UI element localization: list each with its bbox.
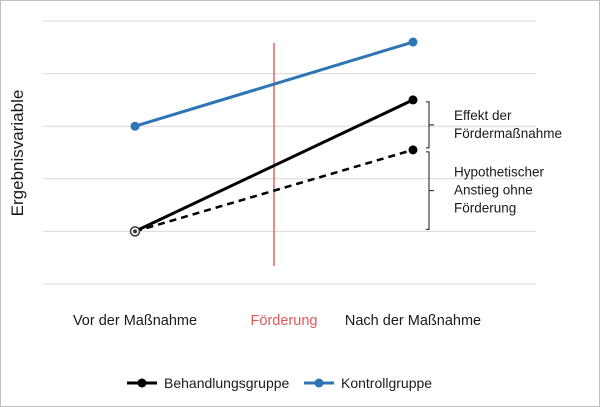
- start-point-dot: [133, 229, 137, 234]
- x-axis-labels: Vor der Maßnahme Nach der Maßnahme Förderu…: [73, 313, 481, 329]
- data-point: [408, 95, 418, 105]
- y-axis-label: Ergebnisvariable: [8, 90, 27, 217]
- annotation-bracket: [426, 101, 434, 149]
- legend-label: Behandlungsgruppe: [164, 375, 290, 391]
- data-point: [408, 37, 418, 47]
- data-point: [408, 145, 418, 155]
- series-line-1: [134, 40, 414, 128]
- series-line-2: [134, 148, 414, 233]
- x-tick-label: Vor der Maßnahme: [73, 313, 197, 329]
- annotation-text: Hypothetischer: [454, 165, 545, 180]
- grid: [43, 20, 536, 285]
- annotation-text: Anstieg ohne: [454, 183, 533, 198]
- legend: Behandlungsgruppe Kontrollgruppe: [127, 375, 432, 391]
- x-tick-label: Nach der Maßnahme: [345, 313, 481, 329]
- annotations: Effekt der Fördermaßnahme Hypothetischer An…: [426, 101, 562, 230]
- intervention-label: Förderung: [251, 313, 318, 329]
- annotation-text: Fördermaßnahme: [454, 126, 562, 141]
- legend-swatch-marker: [314, 378, 324, 388]
- legend-label: Kontrollgruppe: [341, 375, 432, 391]
- series-line-0: [134, 98, 414, 233]
- annotation-bracket: [426, 151, 434, 230]
- series-layer: [129, 37, 418, 266]
- annotation-text: Förderung: [454, 201, 516, 216]
- data-point: [130, 121, 140, 131]
- annotation-text: Effekt der: [454, 108, 512, 123]
- legend-swatch-marker: [137, 378, 147, 388]
